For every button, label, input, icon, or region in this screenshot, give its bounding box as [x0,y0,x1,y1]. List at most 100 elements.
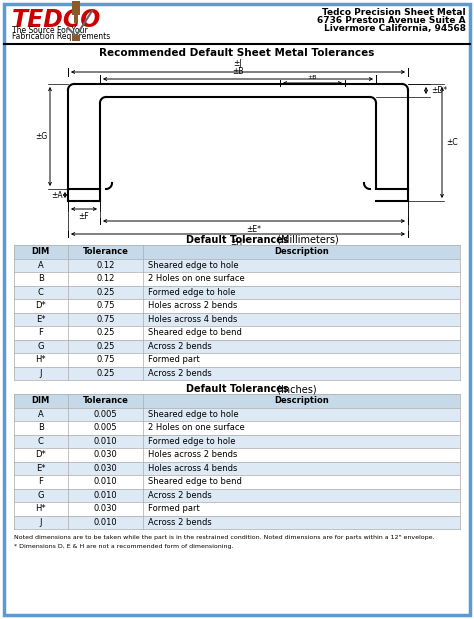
Text: (Inches): (Inches) [274,384,317,394]
Text: Holes across 4 bends: Holes across 4 bends [148,314,238,324]
Text: C: C [38,288,44,297]
Text: ±G: ±G [35,132,47,141]
Bar [14,326,460,339]
Text: Default Tolerances: Default Tolerances [186,235,288,245]
Text: B: B [38,274,44,284]
Text: DIM: DIM [32,247,50,256]
Bar [14,516,460,529]
Text: Livermore California, 94568: Livermore California, 94568 [324,24,466,33]
Text: ±J: ±J [234,59,242,68]
Bar [14,462,460,475]
Text: Description: Description [274,396,329,405]
Text: 2 Holes on one surface: 2 Holes on one surface [148,423,245,432]
Text: 0.005: 0.005 [94,423,117,432]
Text: TEDCO: TEDCO [12,8,101,32]
Text: ±H*: ±H* [230,238,246,247]
Text: Formed part: Formed part [148,355,200,364]
Text: Sheared edge to bend: Sheared edge to bend [148,477,242,487]
Text: G: G [37,342,44,351]
Text: Recommended Default Sheet Metal Tolerances: Recommended Default Sheet Metal Toleranc… [100,48,374,58]
Bar [14,339,460,353]
Text: C: C [38,437,44,446]
Text: ±B: ±B [232,67,244,76]
Text: 0.010: 0.010 [94,491,117,500]
Text: Across 2 bends: Across 2 bends [148,517,212,527]
Text: Formed edge to hole: Formed edge to hole [148,288,236,297]
Bar [14,366,460,380]
Text: J: J [39,517,42,527]
Bar [14,394,460,407]
Text: ±B: ±B [308,75,317,80]
Text: 0.25: 0.25 [96,288,115,297]
Text: Formed part: Formed part [148,504,200,513]
Bar [14,272,460,285]
Bar [14,245,460,259]
Text: ±F: ±F [79,212,90,221]
Text: 0.010: 0.010 [94,437,117,446]
Text: 6736 Preston Avenue Suite A: 6736 Preston Avenue Suite A [318,16,466,25]
Text: G: G [37,491,44,500]
Text: Tolerance: Tolerance [82,396,128,405]
Text: Holes across 2 bends: Holes across 2 bends [148,450,238,459]
Text: D*: D* [36,301,46,310]
Text: D*: D* [36,450,46,459]
Text: ±E*: ±E* [246,225,262,234]
Text: 0.75: 0.75 [96,301,115,310]
Text: Sheared edge to hole: Sheared edge to hole [148,410,239,418]
Text: Sheared edge to bend: Sheared edge to bend [148,328,242,337]
Text: H*: H* [36,504,46,513]
Text: Tedco Precision Sheet Metal: Tedco Precision Sheet Metal [322,8,466,17]
Text: 0.010: 0.010 [94,517,117,527]
Bar [14,475,460,488]
Text: Holes across 4 bends: Holes across 4 bends [148,464,238,473]
Text: 0.25: 0.25 [96,369,115,378]
Text: ±A: ±A [51,191,63,199]
Text: Description: Description [274,247,329,256]
Text: 0.010: 0.010 [94,477,117,487]
Text: Across 2 bends: Across 2 bends [148,342,212,351]
Text: 0.25: 0.25 [96,342,115,351]
Bar [14,448,460,462]
Text: Fabrication Requirements: Fabrication Requirements [12,32,110,41]
Bar [72,35,80,41]
Text: F: F [38,328,43,337]
Bar [14,259,460,272]
Text: 0.75: 0.75 [96,355,115,364]
Bar [14,502,460,516]
Text: A: A [38,261,44,270]
Text: The Source For Your: The Source For Your [12,26,88,35]
Text: 0.75: 0.75 [96,314,115,324]
Text: 0.005: 0.005 [94,410,117,418]
Text: Noted dimensions are to be taken while the part is in the restrained condition. : Noted dimensions are to be taken while t… [14,535,435,540]
Text: A: A [38,410,44,418]
Text: J: J [39,369,42,378]
Text: E*: E* [36,464,46,473]
Text: 0.12: 0.12 [96,274,115,284]
Text: 0.030: 0.030 [93,450,117,459]
Text: Default Tolerances: Default Tolerances [186,384,288,394]
Text: Across 2 bends: Across 2 bends [148,491,212,500]
Bar [72,1,80,15]
Text: DIM: DIM [32,396,50,405]
Bar [14,407,460,421]
Text: Formed edge to hole: Formed edge to hole [148,437,236,446]
Bar [14,313,460,326]
Text: F: F [38,477,43,487]
Bar [14,299,460,313]
Text: * Dimensions D, E & H are not a recommended form of dimensioning.: * Dimensions D, E & H are not a recommen… [14,544,234,549]
Text: Holes across 2 bends: Holes across 2 bends [148,301,238,310]
Bar [74,15,78,23]
Bar [14,285,460,299]
Bar [14,353,460,366]
Text: ±C: ±C [446,138,457,147]
Text: 2 Holes on one surface: 2 Holes on one surface [148,274,245,284]
Text: H*: H* [36,355,46,364]
Text: Across 2 bends: Across 2 bends [148,369,212,378]
Text: B: B [38,423,44,432]
Text: Tolerance: Tolerance [82,247,128,256]
Text: 0.030: 0.030 [93,504,117,513]
Text: Sheared edge to hole: Sheared edge to hole [148,261,239,270]
Text: 0.030: 0.030 [93,464,117,473]
Text: E*: E* [36,314,46,324]
Text: 0.12: 0.12 [96,261,115,270]
